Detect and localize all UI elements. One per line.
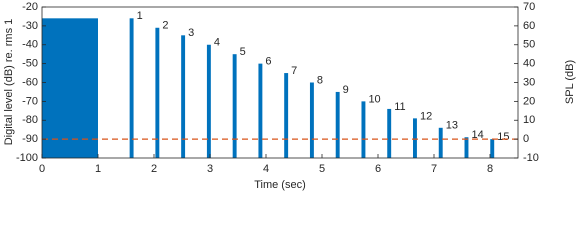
x-tick-label: 3 <box>207 163 213 175</box>
bar <box>232 54 237 158</box>
bar <box>387 108 392 158</box>
x-tick-label: 1 <box>95 163 101 175</box>
bar-label: 13 <box>446 120 458 132</box>
y2-tick-label: 20 <box>523 95 535 107</box>
y-axis-label: Digital level (dB) re. rms 1 <box>3 19 15 146</box>
bar <box>206 44 211 158</box>
y-tick-label: -60 <box>22 76 38 88</box>
y-tick-label: -50 <box>22 58 38 70</box>
y-tick-label: -20 <box>22 1 38 13</box>
y2-tick-label: 50 <box>523 39 535 51</box>
x-axis-label: Time (sec) <box>254 179 306 191</box>
y2-tick-label: 70 <box>523 1 535 13</box>
bar-label: 8 <box>317 74 323 86</box>
bar <box>490 139 495 158</box>
x-tick-label: 6 <box>375 163 381 175</box>
bar-label: 6 <box>265 56 271 68</box>
y-tick-label: -30 <box>22 20 38 32</box>
plot-frame <box>41 6 519 159</box>
x-tick-label: 2 <box>151 163 157 175</box>
x-tick-label: 4 <box>263 163 269 175</box>
x-tick-label: 8 <box>487 163 493 175</box>
bar-label: 15 <box>497 131 509 143</box>
bar <box>309 82 314 158</box>
bar-label: 3 <box>188 27 194 39</box>
y-tick-label: -70 <box>22 95 38 107</box>
bar <box>335 91 340 158</box>
x-tick-label: 7 <box>431 163 437 175</box>
bar <box>438 127 443 158</box>
bar-label: 1 <box>137 10 143 22</box>
bar-label: 11 <box>394 101 405 113</box>
noise-block <box>42 18 98 159</box>
bar <box>129 18 134 159</box>
bar <box>413 118 417 158</box>
bar <box>361 101 366 158</box>
bar <box>181 35 186 158</box>
y2-tick-label: 40 <box>523 58 535 70</box>
bar <box>258 63 263 158</box>
bar <box>155 27 160 159</box>
y-tick-label: -40 <box>22 39 38 51</box>
bar-label: 4 <box>214 37 220 49</box>
y2-axis-label: SPL (dB) <box>564 60 576 104</box>
y2-tick-label: 10 <box>523 114 535 126</box>
chart: Time (sec) Digital level (dB) re. rms 1 … <box>3 1 576 191</box>
bar-label: 7 <box>291 65 297 77</box>
bar <box>284 73 289 158</box>
y-tick-label: -100 <box>16 152 38 164</box>
y2-tick-label: 30 <box>523 76 535 88</box>
y2-tick-label: -10 <box>523 152 539 164</box>
y-tick-label: -80 <box>22 114 38 126</box>
y2-tick-label: 60 <box>523 20 535 32</box>
y2-tick-label: 0 <box>523 133 529 145</box>
bar-label: 10 <box>368 93 380 105</box>
bar-label: 14 <box>471 129 483 141</box>
x-tick-label: 5 <box>319 163 325 175</box>
bar <box>464 137 469 158</box>
bar-label: 2 <box>162 20 168 32</box>
bar-label: 12 <box>420 110 432 122</box>
bar-label: 5 <box>240 46 246 58</box>
y-tick-label: -90 <box>22 133 38 145</box>
bar-label: 9 <box>343 84 349 96</box>
x-tick-label: 0 <box>39 163 45 175</box>
